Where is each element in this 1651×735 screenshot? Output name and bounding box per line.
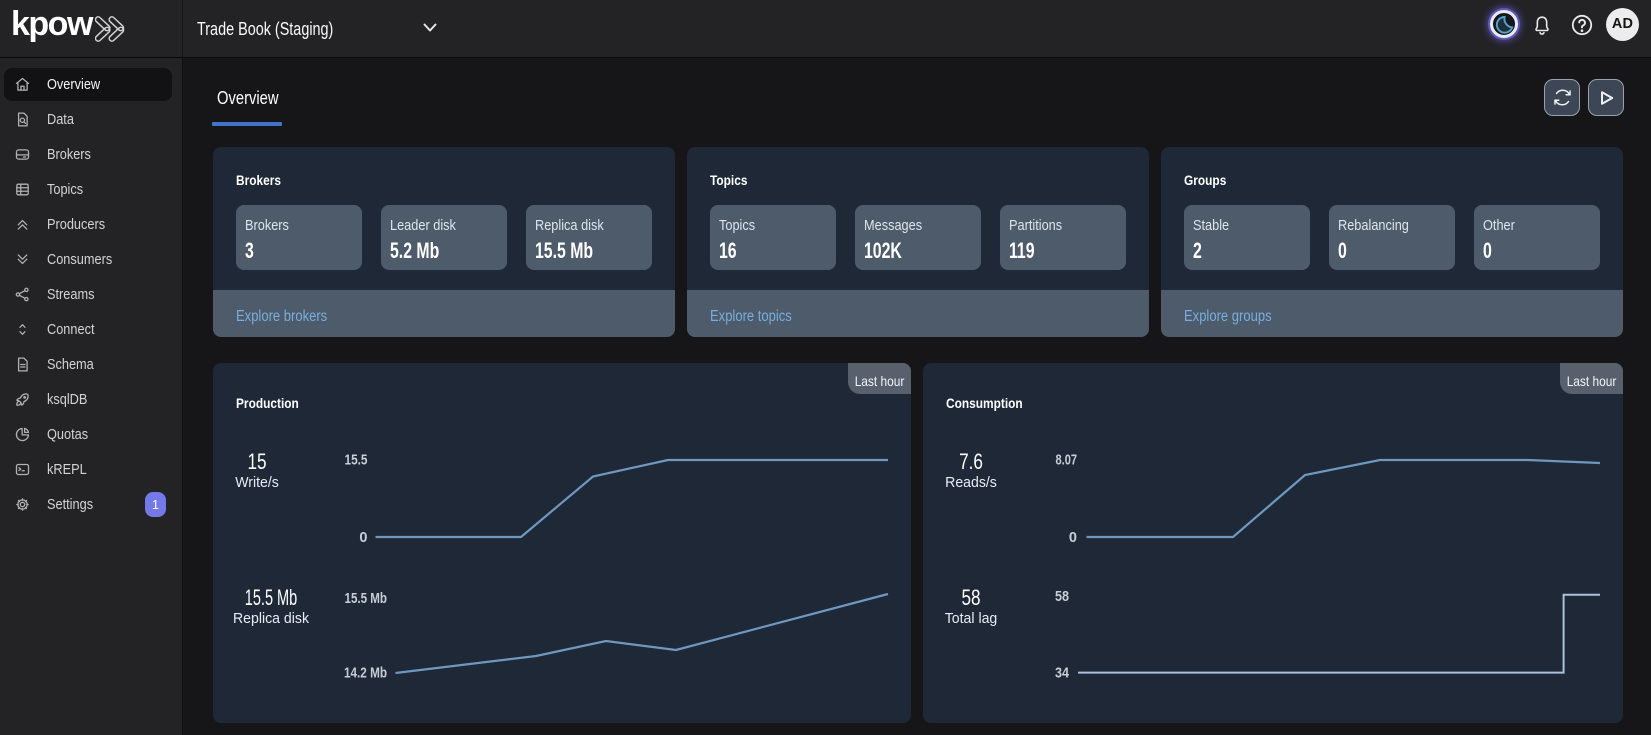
svg-text:0: 0 <box>359 530 367 546</box>
svg-text:34: 34 <box>1055 666 1069 682</box>
svg-text:15.5 Mb: 15.5 Mb <box>345 591 388 607</box>
svg-text:14.2 Mb: 14.2 Mb <box>344 666 387 682</box>
svg-text:0: 0 <box>1069 530 1077 546</box>
svg-text:58: 58 <box>1055 589 1069 605</box>
svg-text:8.07: 8.07 <box>1056 453 1078 469</box>
svg-text:15.5: 15.5 <box>345 453 368 469</box>
